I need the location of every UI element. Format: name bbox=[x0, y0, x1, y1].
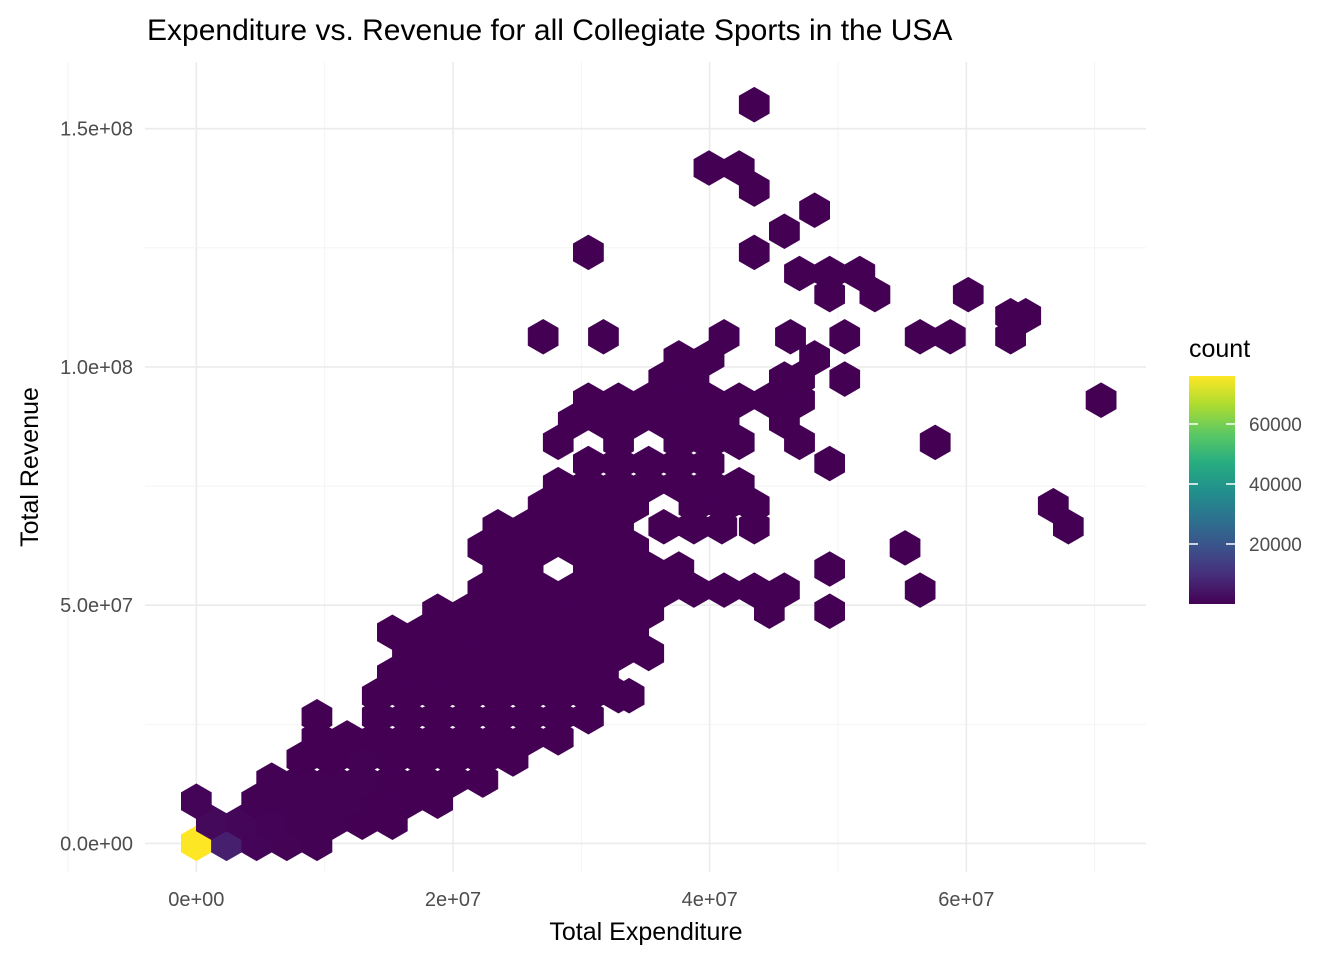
hex-bin bbox=[1037, 487, 1069, 524]
x-axis-title: Total Expenditure bbox=[549, 918, 742, 946]
hex-bin bbox=[588, 319, 619, 355]
hex-bin bbox=[889, 530, 921, 566]
hex-bin bbox=[952, 276, 984, 313]
hex-bin bbox=[738, 234, 770, 271]
hex-bin bbox=[844, 255, 876, 292]
hex-bin bbox=[301, 699, 333, 735]
hex-bin bbox=[814, 593, 846, 629]
hex-bin bbox=[648, 509, 680, 545]
hex-bin bbox=[904, 319, 936, 355]
y-tick-label: 1.5e+08 bbox=[60, 119, 133, 141]
legend-tick-label: 40000 bbox=[1249, 475, 1302, 496]
legend-ticks: 20000 40000 60000 bbox=[1189, 415, 1302, 556]
legend-tick-label: 20000 bbox=[1249, 535, 1302, 556]
legend-title: count bbox=[1189, 335, 1250, 363]
x-tick-label: 0e+00 bbox=[168, 889, 224, 911]
hex-bin bbox=[784, 255, 815, 292]
hex-bin bbox=[723, 150, 755, 186]
y-tick-label: 1.0e+08 bbox=[60, 357, 133, 379]
x-axis-ticks: 0e+00 2e+07 4e+07 6e+07 bbox=[168, 889, 994, 911]
hex-bin bbox=[708, 572, 740, 608]
hex-bin bbox=[934, 319, 966, 355]
x-tick-label: 4e+07 bbox=[682, 889, 738, 911]
hex-bin bbox=[775, 319, 806, 355]
y-axis-ticks: 0.0e+00 5.0e+07 1.0e+08 1.5e+08 bbox=[60, 119, 133, 856]
legend-colorbar bbox=[1189, 376, 1235, 604]
legend-tick-label: 60000 bbox=[1249, 415, 1302, 436]
hex-bin bbox=[768, 572, 800, 608]
hex-bin bbox=[527, 319, 559, 355]
hex-bin bbox=[814, 551, 846, 587]
x-tick-label: 6e+07 bbox=[938, 889, 994, 911]
hex-bins bbox=[181, 86, 1117, 862]
hex-bin bbox=[814, 445, 846, 482]
chart-title: Expenditure vs. Revenue for all Collegia… bbox=[147, 14, 952, 47]
hex-bin bbox=[738, 86, 770, 123]
hex-bin bbox=[904, 572, 936, 608]
hex-bin bbox=[919, 424, 951, 461]
y-axis-title: Total Revenue bbox=[16, 387, 44, 547]
legend: count 20000 40000 60000 bbox=[1189, 335, 1302, 604]
hex-bin bbox=[1085, 382, 1117, 418]
hex-bin bbox=[613, 677, 645, 714]
hex-bin bbox=[181, 783, 212, 819]
hex-bin bbox=[829, 319, 861, 355]
hex-bin bbox=[663, 551, 695, 587]
hex-bin bbox=[723, 466, 755, 503]
hex-bin bbox=[799, 192, 831, 228]
y-tick-label: 0.0e+00 bbox=[60, 833, 133, 855]
hex-bin bbox=[829, 361, 861, 397]
hex-bin bbox=[708, 319, 740, 355]
hex-bin bbox=[1010, 297, 1042, 334]
y-tick-label: 5.0e+07 bbox=[60, 595, 133, 617]
hex-bin bbox=[768, 213, 800, 250]
hex-bin bbox=[572, 234, 604, 271]
hex-bin bbox=[693, 150, 725, 186]
x-tick-label: 2e+07 bbox=[425, 889, 481, 911]
